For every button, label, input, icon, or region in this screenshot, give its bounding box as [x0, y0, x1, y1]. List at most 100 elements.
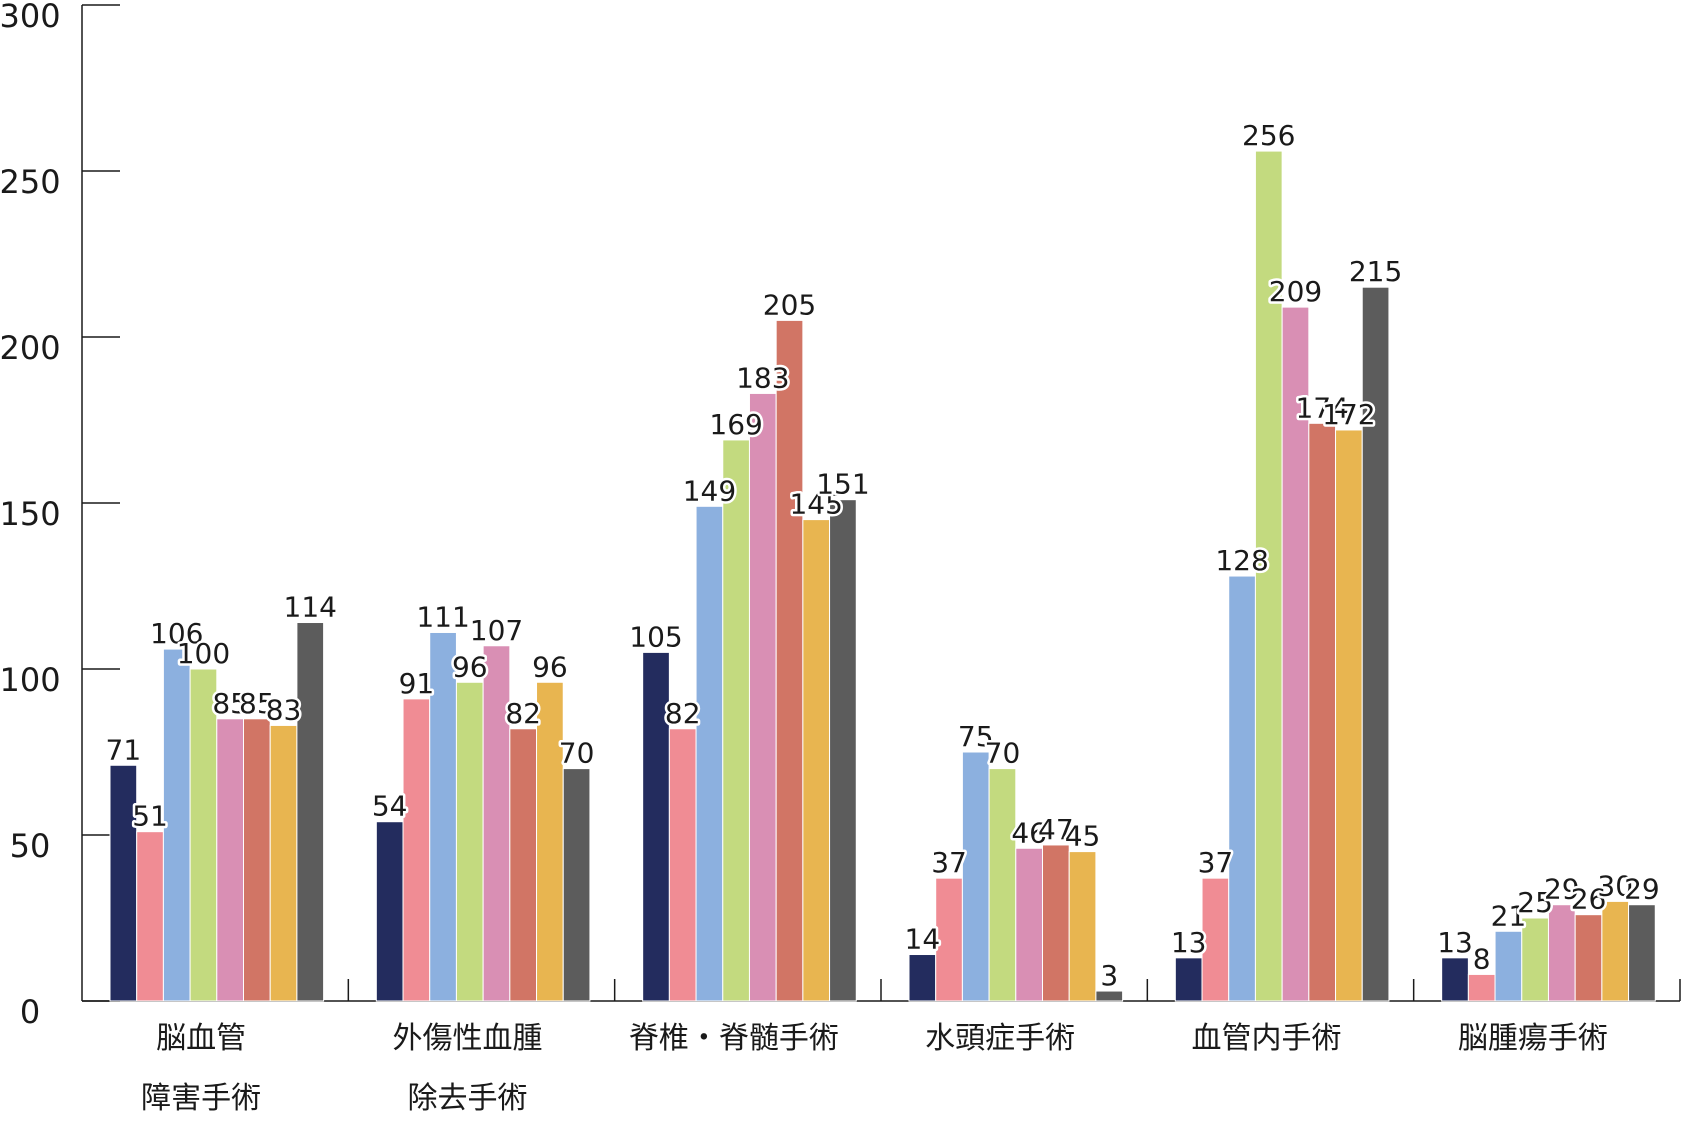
data-label-c2-s5: 205 — [763, 288, 816, 321]
bar-c5-s1 — [1467, 973, 1496, 1002]
category-label: 水頭症手術 — [925, 1021, 1075, 1056]
y-tick-label: 0 — [20, 993, 40, 1031]
data-label-c1-s5: 82 — [505, 697, 541, 730]
bar-c5-s6 — [1601, 900, 1630, 1002]
data-label-c3-s4: 46 — [1011, 816, 1047, 849]
data-label-c1-s0: 54 — [372, 790, 408, 823]
data-label-c0-s2: 106 — [150, 617, 203, 650]
bar-c2-s7 — [829, 499, 857, 1002]
data-label-c5-s4: 29 — [1544, 873, 1580, 906]
bar-c0-s5 — [243, 718, 271, 1002]
data-label-c4-s2: 128 — [1215, 544, 1268, 577]
bar-c3-s0 — [908, 954, 937, 1002]
bar-c5-s7 — [1628, 904, 1656, 1002]
data-label-c5-s6: 30 — [1597, 869, 1633, 902]
data-label-c5-s5: 26 — [1571, 883, 1607, 916]
y-tick-label: 300 — [0, 0, 61, 35]
data-label-c1-s7: 70 — [559, 737, 595, 770]
data-label-c2-s0: 105 — [629, 620, 682, 653]
category-label: 除去手術 — [408, 1081, 528, 1116]
y-tick-label: 150 — [0, 495, 61, 533]
data-label-c5-s7: 29 — [1624, 873, 1660, 906]
data-label-c1-s1: 91 — [399, 667, 435, 700]
bar-c0-s4 — [216, 718, 245, 1002]
bar-c1-s1 — [402, 698, 431, 1002]
bar-c5-s0 — [1441, 957, 1469, 1002]
data-label-c0-s6: 83 — [266, 693, 302, 726]
bar-c2-s5 — [775, 319, 804, 1002]
y-tick-label: 100 — [0, 661, 61, 699]
data-label-c5-s1: 8 — [1473, 942, 1491, 975]
data-label-c5-s2: 21 — [1491, 899, 1527, 932]
data-label-c2-s3: 169 — [709, 408, 762, 441]
data-label-c0-s3: 100 — [177, 637, 230, 670]
category-label: 血管内手術 — [1192, 1021, 1342, 1056]
data-label-c2-s4: 183 — [736, 361, 789, 394]
bar-c0-s6 — [269, 724, 298, 1002]
data-label-c3-s7: 3 — [1100, 959, 1118, 992]
bar-c5-s5 — [1574, 914, 1603, 1002]
bar-c5-s2 — [1494, 930, 1523, 1002]
bar-c1-s3 — [455, 681, 484, 1002]
bar-c0-s1 — [136, 831, 164, 1002]
data-label-c0-s7: 114 — [284, 591, 337, 624]
y-tick-label: 50 — [10, 827, 51, 865]
bar-c1-s2 — [429, 631, 457, 1002]
data-label-c4-s4: 209 — [1269, 275, 1322, 308]
bar-c3-s7 — [1095, 990, 1124, 1002]
data-label-c4-s7: 215 — [1349, 255, 1402, 288]
bar-c4-s5 — [1308, 422, 1337, 1002]
data-label-c3-s1: 37 — [931, 846, 967, 879]
data-label-c2-s7: 151 — [816, 468, 869, 501]
data-label-c1-s4: 107 — [470, 614, 523, 647]
y-tick-label: 200 — [0, 329, 61, 367]
bar-c1-s7 — [562, 768, 591, 1002]
data-label-c3-s6: 45 — [1065, 820, 1101, 853]
bar-c2-s3 — [722, 439, 750, 1002]
bar-c1-s4 — [482, 645, 511, 1002]
data-label-c3-s0: 14 — [905, 923, 941, 956]
bar-c2-s2 — [695, 505, 724, 1002]
bar-c4-s2 — [1228, 575, 1256, 1002]
data-label-c3-s3: 70 — [985, 737, 1021, 770]
bar-c3-s4 — [1015, 847, 1043, 1002]
bar-c3-s1 — [935, 877, 963, 1002]
data-label-c1-s6: 96 — [532, 650, 568, 683]
data-label-c3-s2: 75 — [958, 720, 994, 753]
data-label-c0-s0: 71 — [106, 733, 142, 766]
data-label-c4-s5: 174 — [1295, 391, 1348, 424]
y-tick-label: 250 — [0, 163, 61, 201]
bar-c3-s5 — [1042, 844, 1070, 1002]
data-label-c3-s5: 47 — [1038, 813, 1074, 846]
data-label-c2-s2: 149 — [683, 474, 736, 507]
category-label: 脳血管 — [156, 1021, 246, 1056]
bar-c4-s1 — [1201, 877, 1230, 1002]
data-label-c4-s6: 172 — [1322, 398, 1375, 431]
data-label-c4-s3: 256 — [1242, 119, 1295, 152]
bar-c2-s4 — [748, 392, 777, 1002]
category-label: 障害手術 — [141, 1081, 261, 1116]
data-label-c0-s5: 85 — [239, 687, 275, 720]
bar-c4-s6 — [1335, 429, 1363, 1002]
bar-c1-s5 — [509, 728, 538, 1002]
bar-c0-s7 — [296, 622, 325, 1002]
bar-c4-s0 — [1174, 957, 1203, 1002]
data-label-c1-s3: 96 — [452, 650, 488, 683]
category-label: 脳腫瘍手術 — [1458, 1021, 1608, 1056]
bar-c0-s3 — [189, 668, 218, 1002]
bar-c1-s6 — [536, 681, 564, 1002]
bar-c5-s3 — [1521, 917, 1549, 1002]
data-label-c2-s6: 145 — [789, 488, 842, 521]
bar-c2-s0 — [642, 651, 670, 1002]
data-label-c0-s4: 85 — [212, 687, 248, 720]
category-label: 脊椎・脊髄手術 — [629, 1021, 839, 1056]
bar-c1-s0 — [375, 821, 404, 1002]
bar-c4-s7 — [1361, 286, 1390, 1002]
bar-c4-s4 — [1281, 306, 1310, 1002]
data-label-c0-s1: 51 — [132, 800, 168, 833]
data-label-c1-s2: 111 — [416, 600, 469, 633]
bar-c0-s0 — [109, 764, 138, 1002]
bar-c3-s6 — [1068, 851, 1097, 1002]
data-label-c2-s1: 82 — [665, 697, 701, 730]
